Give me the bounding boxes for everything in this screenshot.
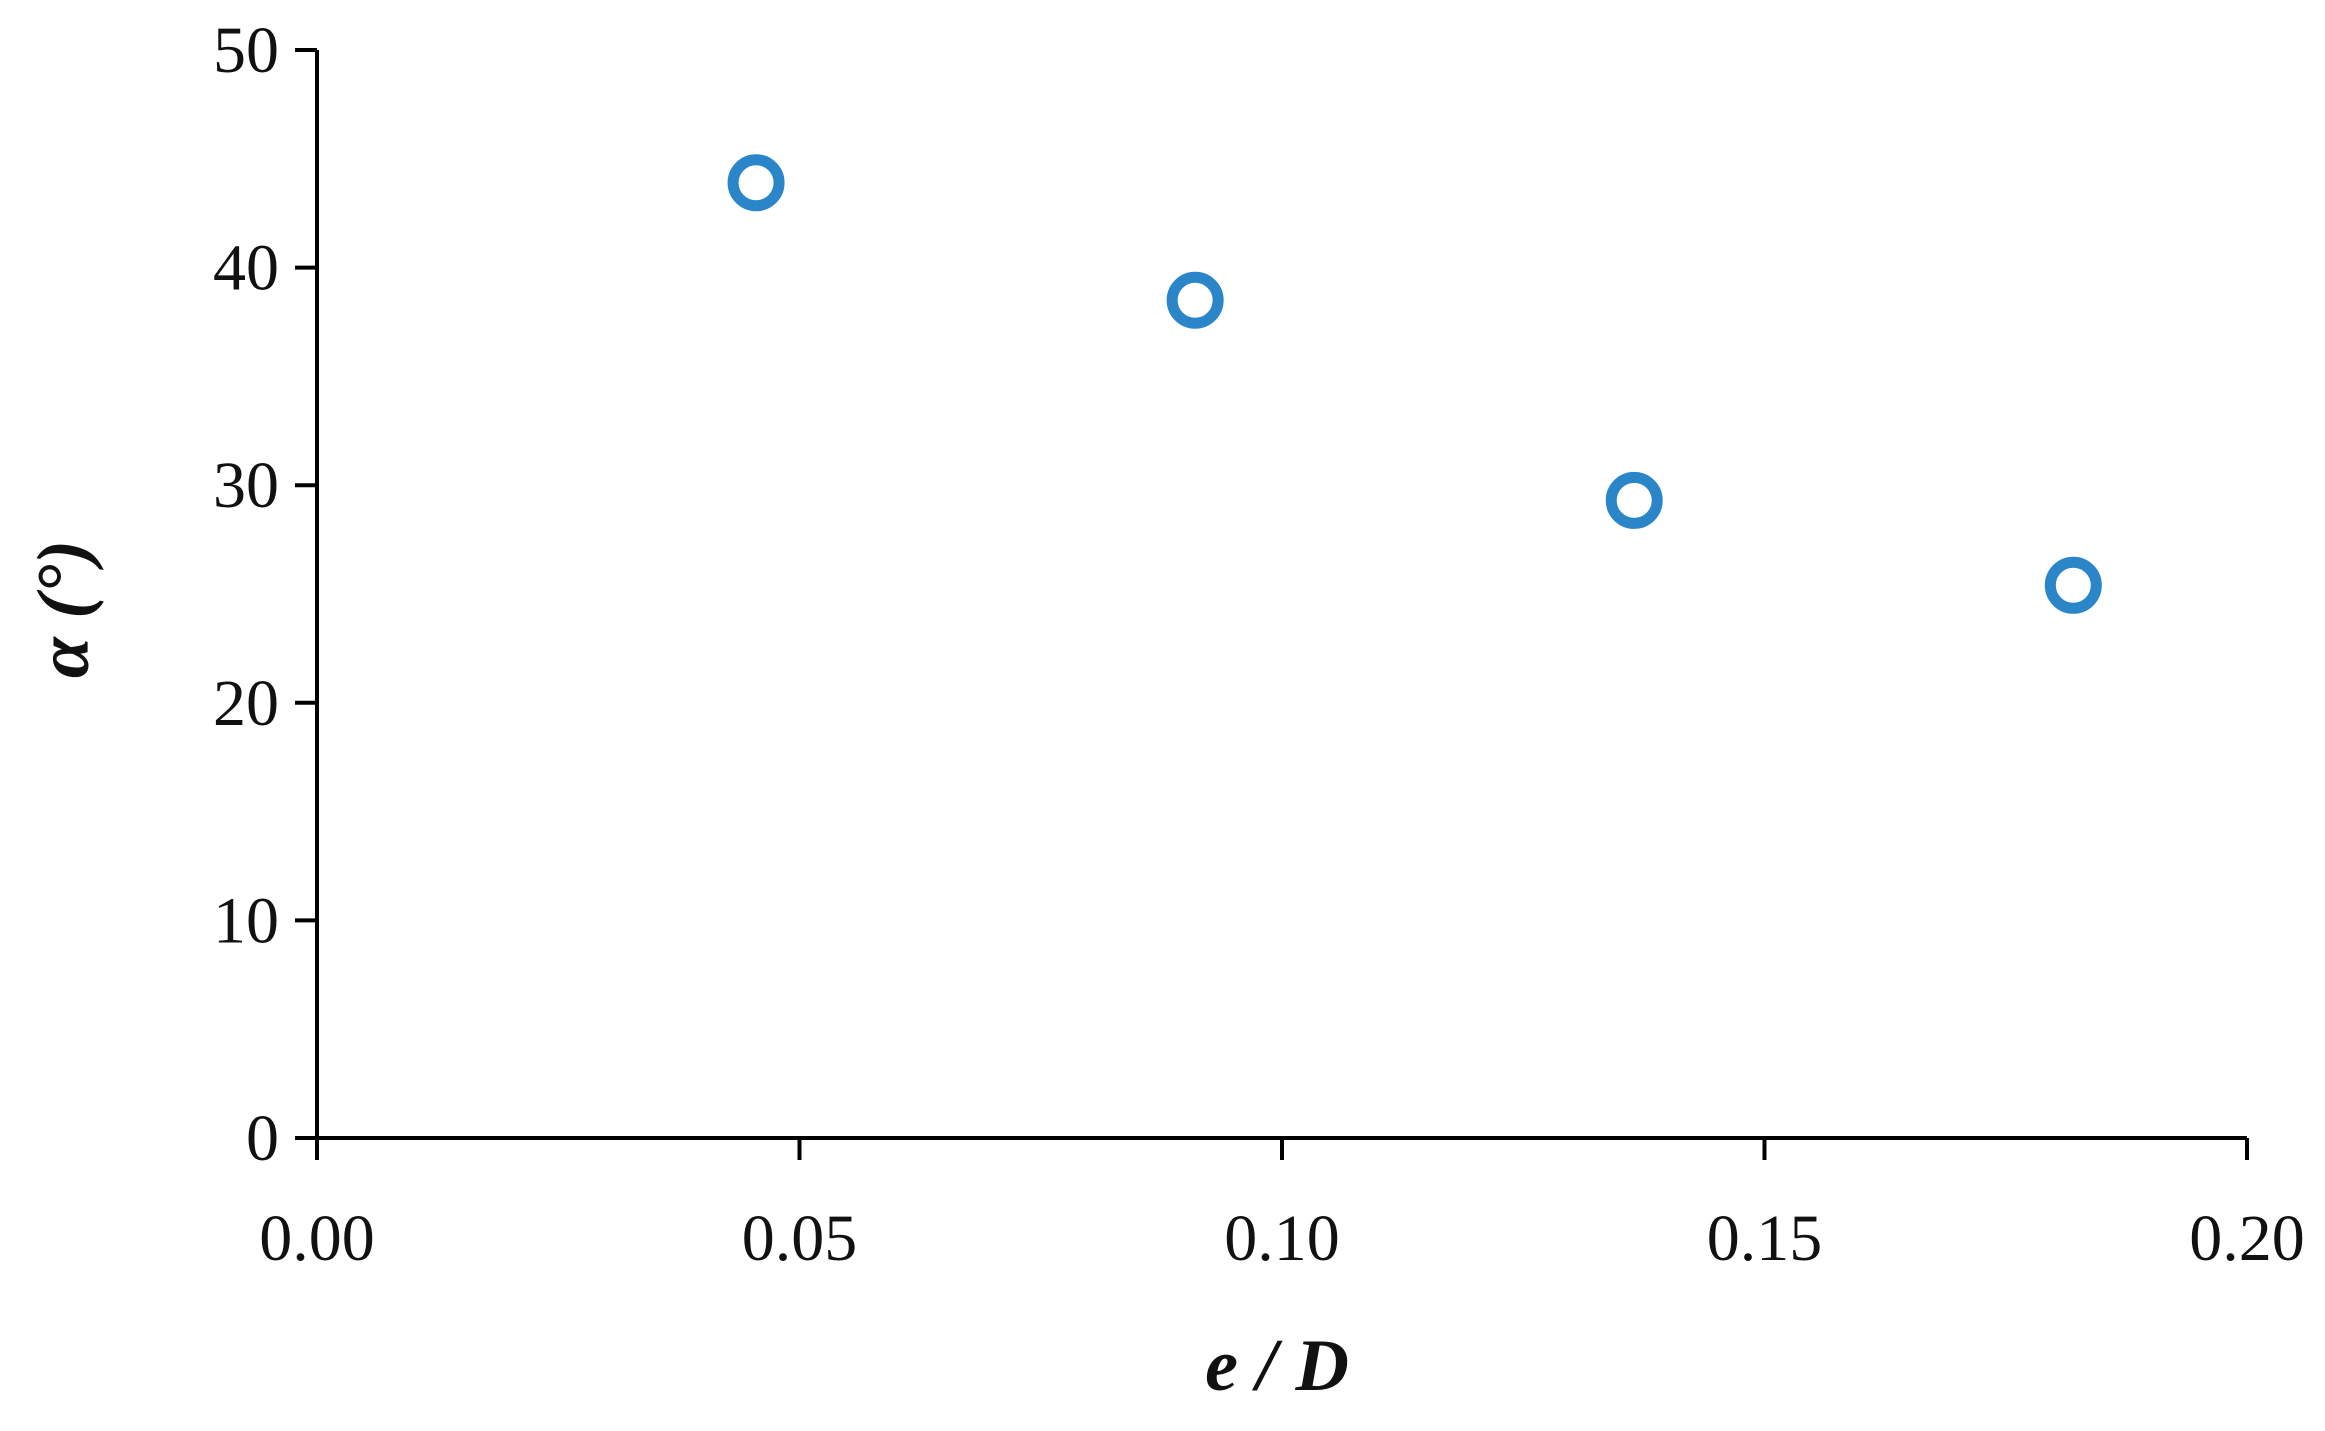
x-tick-label: 0.00 (259, 1202, 375, 1275)
y-tick-label: 40 (213, 232, 279, 305)
y-tick-label: 10 (213, 884, 279, 957)
y-tick-label: 30 (213, 449, 279, 522)
x-tick-label: 0.20 (2189, 1202, 2305, 1275)
y-tick-label: 20 (213, 667, 279, 740)
y-tick-label: 50 (213, 14, 279, 87)
y-axis: 0 10 20 30 40 50 (213, 14, 319, 1175)
data-point (1166, 271, 1224, 329)
data-point (2044, 556, 2102, 614)
x-axis-title: e / D (1205, 1325, 1349, 1407)
data-point (1605, 471, 1663, 529)
data-point (727, 154, 785, 212)
data-series (727, 154, 2102, 614)
x-tick-label: 0.05 (742, 1202, 858, 1275)
x-tick-label: 0.15 (1707, 1202, 1823, 1275)
y-tick-label: 0 (246, 1102, 279, 1175)
y-axis-title: α (°) (23, 540, 105, 678)
x-axis: 0.00 0.05 0.10 0.15 0.20 (259, 1136, 2305, 1275)
x-tick-label: 0.10 (1224, 1202, 1340, 1275)
